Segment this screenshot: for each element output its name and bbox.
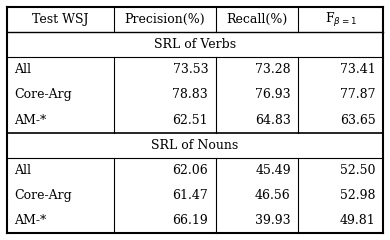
Text: 73.28: 73.28 xyxy=(255,63,291,76)
Text: 45.49: 45.49 xyxy=(255,164,291,177)
Text: 73.41: 73.41 xyxy=(340,63,376,76)
Text: All: All xyxy=(14,164,32,177)
Text: SRL of Nouns: SRL of Nouns xyxy=(151,138,239,152)
Text: AM-*: AM-* xyxy=(14,214,47,227)
Text: 63.65: 63.65 xyxy=(340,114,376,126)
Text: 73.53: 73.53 xyxy=(172,63,208,76)
Text: 52.50: 52.50 xyxy=(340,164,376,177)
Text: 46.56: 46.56 xyxy=(255,189,291,202)
Text: SRL of Verbs: SRL of Verbs xyxy=(154,38,236,51)
Text: 78.83: 78.83 xyxy=(172,88,208,102)
Text: Precision(%): Precision(%) xyxy=(125,13,205,26)
Text: 62.06: 62.06 xyxy=(172,164,208,177)
Text: Core-Arg: Core-Arg xyxy=(14,88,72,102)
Text: 77.87: 77.87 xyxy=(340,88,376,102)
Text: Recall(%): Recall(%) xyxy=(227,13,288,26)
Text: 62.51: 62.51 xyxy=(172,114,208,126)
Text: All: All xyxy=(14,63,32,76)
Text: 39.93: 39.93 xyxy=(255,214,291,227)
Text: Test WSJ: Test WSJ xyxy=(32,13,89,26)
Text: AM-*: AM-* xyxy=(14,114,47,126)
Text: 76.93: 76.93 xyxy=(255,88,291,102)
Text: 61.47: 61.47 xyxy=(172,189,208,202)
Text: Core-Arg: Core-Arg xyxy=(14,189,72,202)
Text: F$_{\beta=1}$: F$_{\beta=1}$ xyxy=(325,11,356,29)
Text: 49.81: 49.81 xyxy=(340,214,376,227)
Text: 66.19: 66.19 xyxy=(172,214,208,227)
Text: 64.83: 64.83 xyxy=(255,114,291,126)
Text: 52.98: 52.98 xyxy=(340,189,376,202)
